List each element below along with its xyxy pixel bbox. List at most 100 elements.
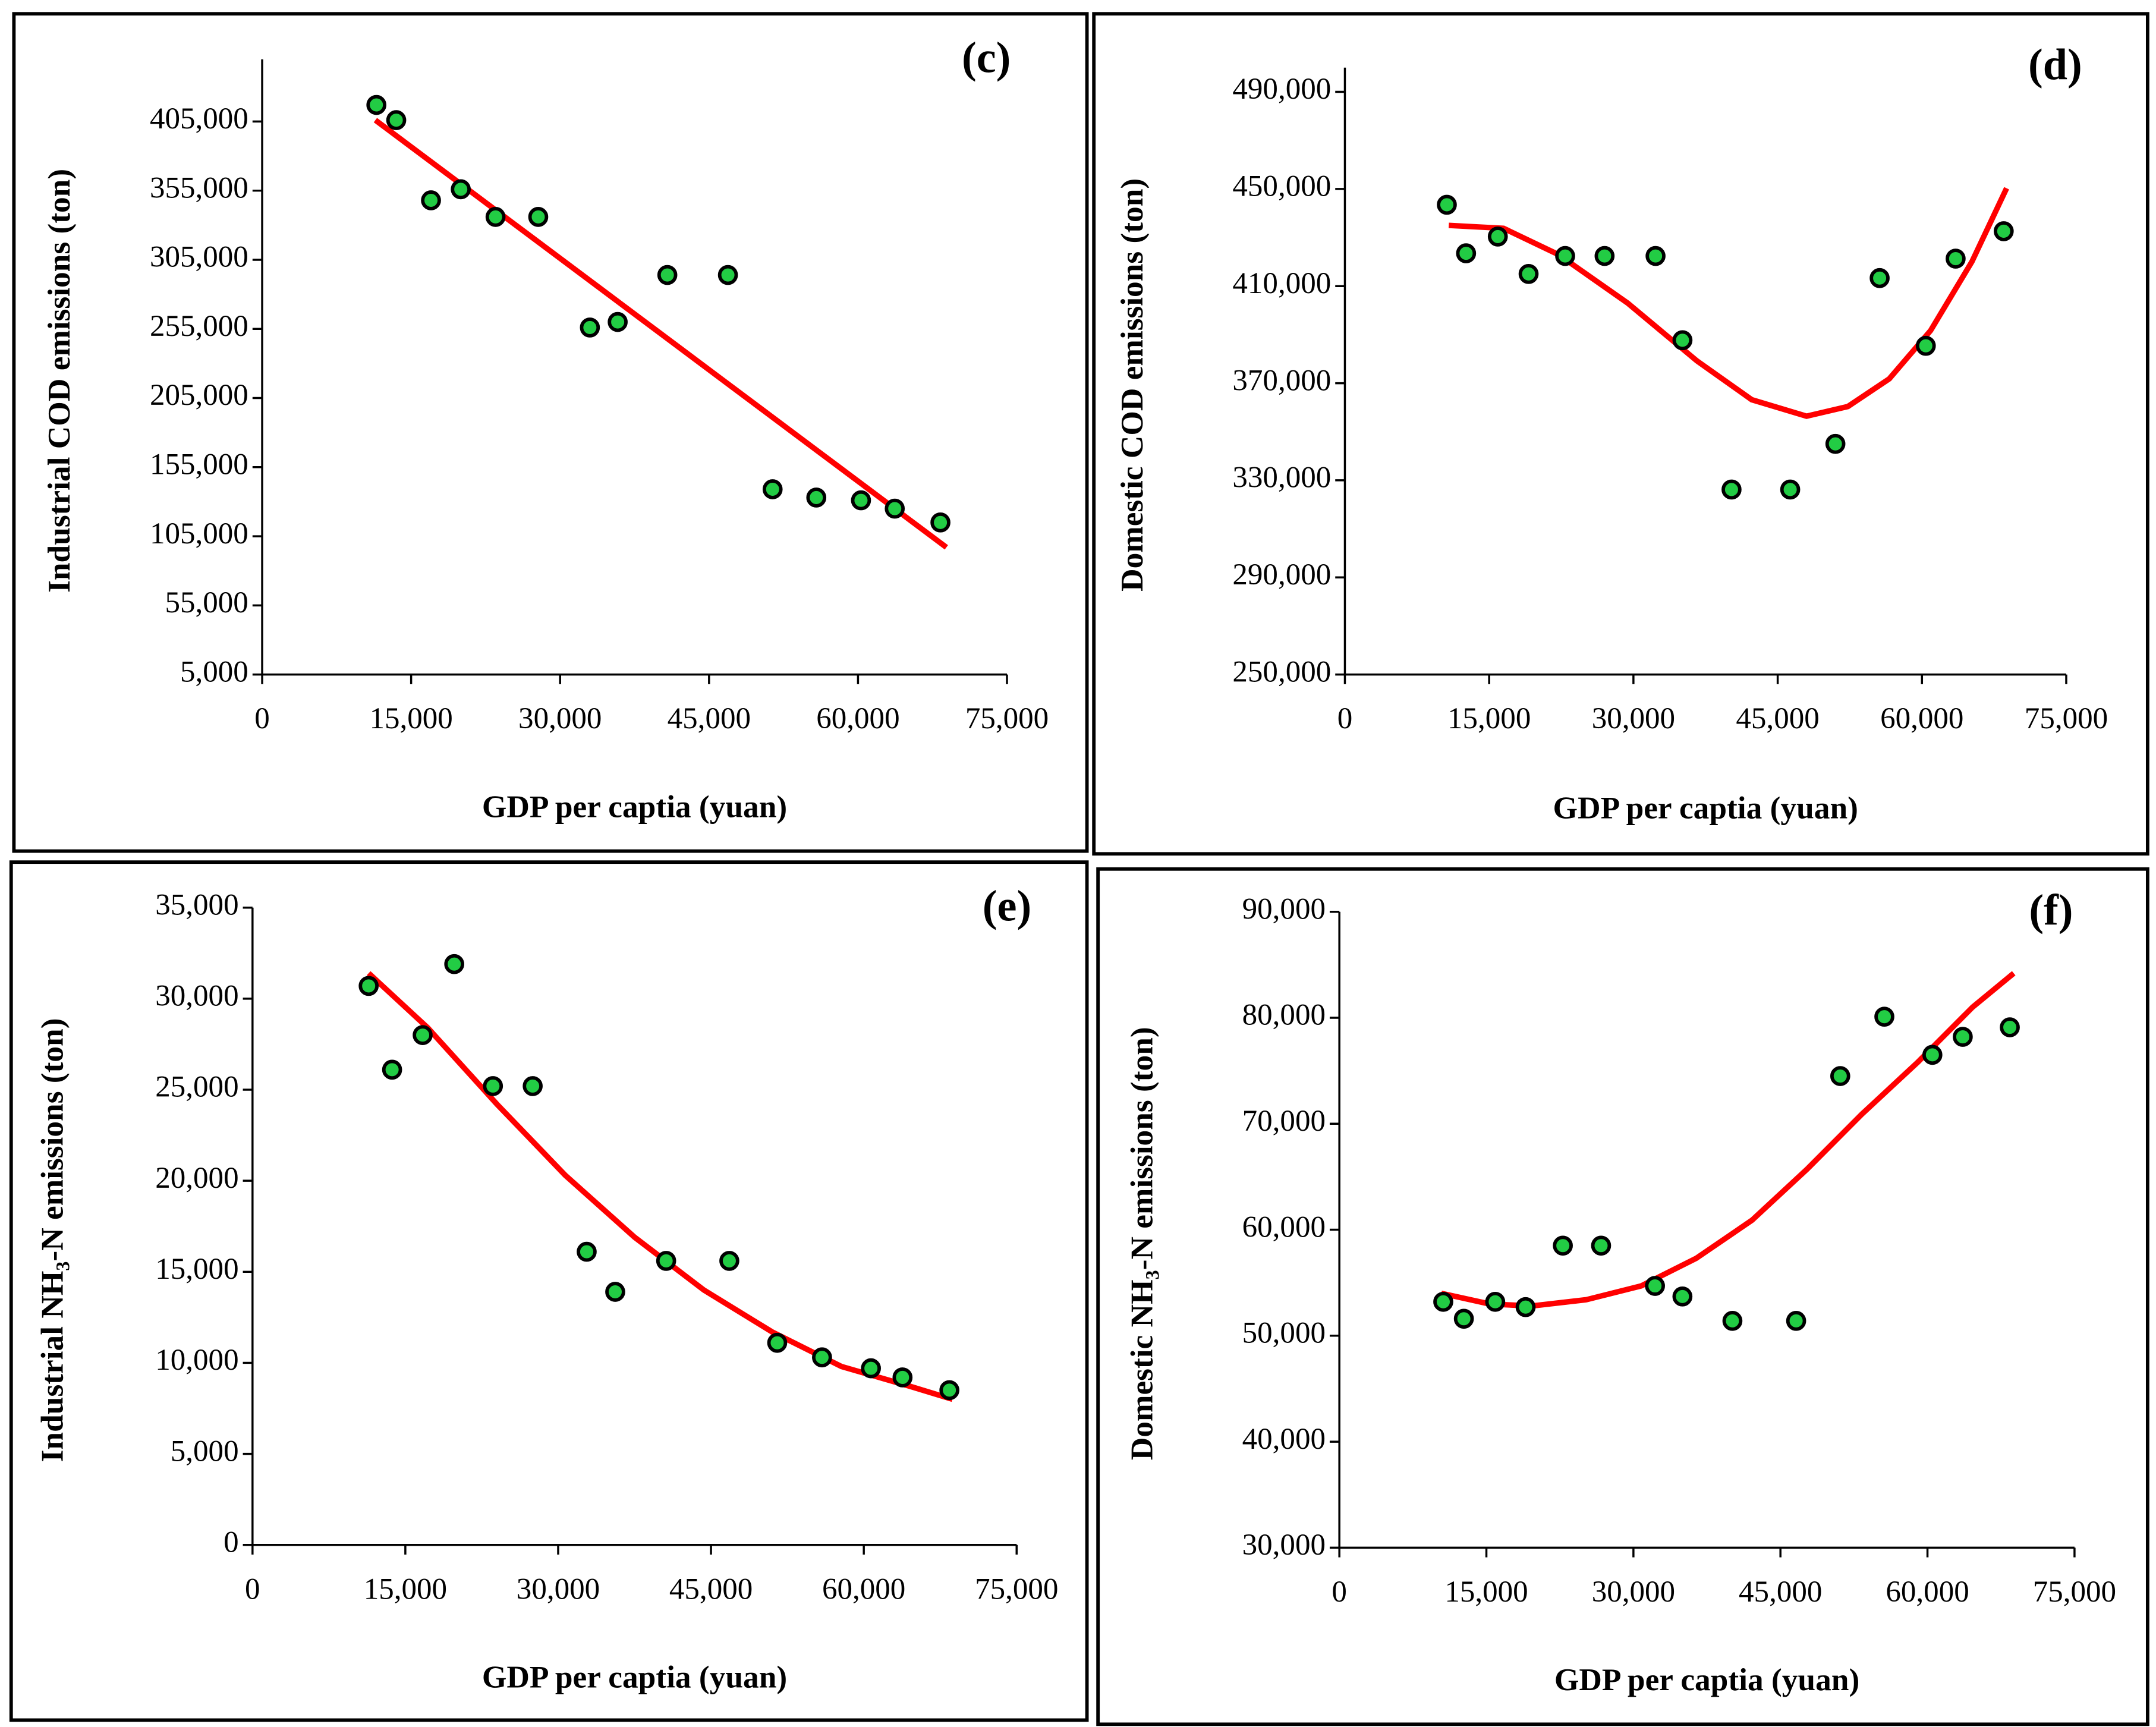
y-tick-label: 90,000 (1242, 892, 1326, 926)
x-tick-label: 15,000 (364, 1572, 447, 1606)
data-point (1672, 330, 1693, 351)
x-tick-label: 30,000 (517, 1572, 600, 1606)
data-point (1453, 1308, 1474, 1329)
data-point (1555, 246, 1575, 266)
y-axis-label: Domestic NH₃-N emissions (ton) (1123, 1027, 1159, 1460)
fit-line (1440, 971, 2016, 1309)
data-point (577, 1241, 597, 1262)
fit-line (367, 971, 953, 1402)
data-point (812, 1347, 832, 1368)
data-point (762, 479, 783, 499)
data-point (528, 207, 549, 227)
y-tick-label: 30,000 (1242, 1528, 1326, 1562)
data-point (1591, 1235, 1612, 1256)
y-tick-label: 50,000 (1242, 1317, 1326, 1350)
data-point (1433, 1291, 1453, 1312)
data-point (719, 1251, 739, 1271)
panel-border (9, 860, 1089, 1722)
data-point (1485, 1291, 1506, 1312)
x-tick-label: 45,000 (669, 1572, 753, 1606)
data-point (1456, 243, 1477, 263)
y-tick-label: 105,000 (150, 517, 248, 550)
data-point (608, 312, 628, 332)
x-tick-label: 0 (1332, 1575, 1347, 1609)
x-axis-label: GDP per captia (yuan) (482, 1659, 787, 1694)
data-point (1722, 1311, 1743, 1331)
x-tick-label: 30,000 (518, 702, 602, 735)
data-point (485, 207, 506, 227)
data-point (892, 1367, 913, 1388)
data-point (1869, 268, 1890, 288)
panel-border (12, 12, 1089, 853)
data-point (1953, 1027, 1973, 1047)
y-tick-label: 490,000 (1232, 73, 1331, 106)
chart-title: (d) (2028, 40, 2082, 89)
data-point (421, 190, 441, 210)
x-tick-label: 0 (254, 702, 270, 735)
data-point (413, 1025, 433, 1045)
x-tick-label: 60,000 (822, 1572, 905, 1606)
data-point (1830, 1066, 1850, 1086)
chart-title: (f) (2029, 886, 2073, 935)
data-point (1487, 227, 1508, 247)
data-point (605, 1282, 625, 1302)
data-point (717, 265, 738, 285)
data-point (656, 1251, 676, 1271)
y-tick-label: 25,000 (155, 1071, 238, 1104)
data-point (580, 317, 600, 338)
data-point (1721, 479, 1742, 500)
y-tick-label: 5,000 (180, 655, 248, 688)
data-point (939, 1380, 959, 1401)
chart-panel: 30,000 40,000 50,000 60,000 70,000 80,000 90,0… (1096, 867, 2149, 1726)
y-tick-label: 155,000 (150, 448, 248, 482)
y-tick-label: 290,000 (1232, 558, 1331, 592)
x-tick-label: 75,000 (965, 702, 1049, 735)
y-tick-label: 305,000 (150, 241, 248, 274)
x-tick-label: 15,000 (369, 702, 452, 735)
chart-panel: 0 5,000 10,000 15,000 20,000 25,000 30,000 35,0… (9, 860, 1089, 1722)
y-tick-label: 370,000 (1232, 364, 1331, 397)
data-point (657, 265, 678, 285)
data-point (1594, 246, 1615, 266)
fit-line (1448, 187, 2009, 419)
x-tick-label: 45,000 (668, 702, 751, 735)
data-point (523, 1076, 543, 1096)
data-point (1672, 1286, 1693, 1307)
x-axis-label: GDP per captia (yuan) (482, 788, 787, 824)
x-tick-label: 15,000 (1447, 702, 1531, 735)
panel-border (1092, 12, 2149, 856)
data-point (1553, 1235, 1573, 1256)
x-tick-label: 75,000 (2033, 1575, 2116, 1609)
y-tick-label: 15,000 (155, 1253, 238, 1286)
data-point (1437, 194, 1457, 215)
x-tick-label: 0 (1337, 702, 1353, 735)
y-tick-label: 205,000 (150, 379, 248, 412)
x-tick-label: 60,000 (1880, 702, 1963, 735)
x-tick-label: 0 (245, 1572, 260, 1606)
y-axis-label: Industrial NH₃-N emissions (ton) (34, 1018, 70, 1462)
y-axis-label: Industrial COD emissions (ton) (41, 169, 77, 593)
x-tick-label: 15,000 (1444, 1575, 1528, 1609)
data-point (1993, 221, 2014, 241)
y-tick-label: 40,000 (1242, 1423, 1326, 1456)
y-tick-label: 55,000 (165, 586, 248, 619)
y-axis-label: Domestic COD emissions (ton) (1114, 178, 1150, 592)
data-point (382, 1059, 402, 1080)
data-point (2000, 1017, 2020, 1037)
data-point (1515, 1297, 1536, 1317)
y-tick-label: 10,000 (155, 1344, 238, 1377)
x-tick-label: 60,000 (1886, 1575, 1969, 1609)
data-point (930, 512, 950, 533)
y-tick-label: 5,000 (171, 1435, 239, 1468)
data-point (483, 1076, 503, 1096)
x-tick-label: 30,000 (1592, 702, 1675, 735)
data-point (767, 1332, 788, 1353)
x-tick-label: 60,000 (816, 702, 899, 735)
x-tick-label: 45,000 (1739, 1575, 1822, 1609)
x-axis-label: GDP per captia (yuan) (1553, 790, 1858, 826)
data-point (851, 490, 871, 511)
data-point (386, 110, 407, 130)
chart-panel: 5,000 55,000 105,000 155,000 205,000 255,000 3… (12, 12, 1089, 853)
panel-border (1096, 867, 2149, 1726)
